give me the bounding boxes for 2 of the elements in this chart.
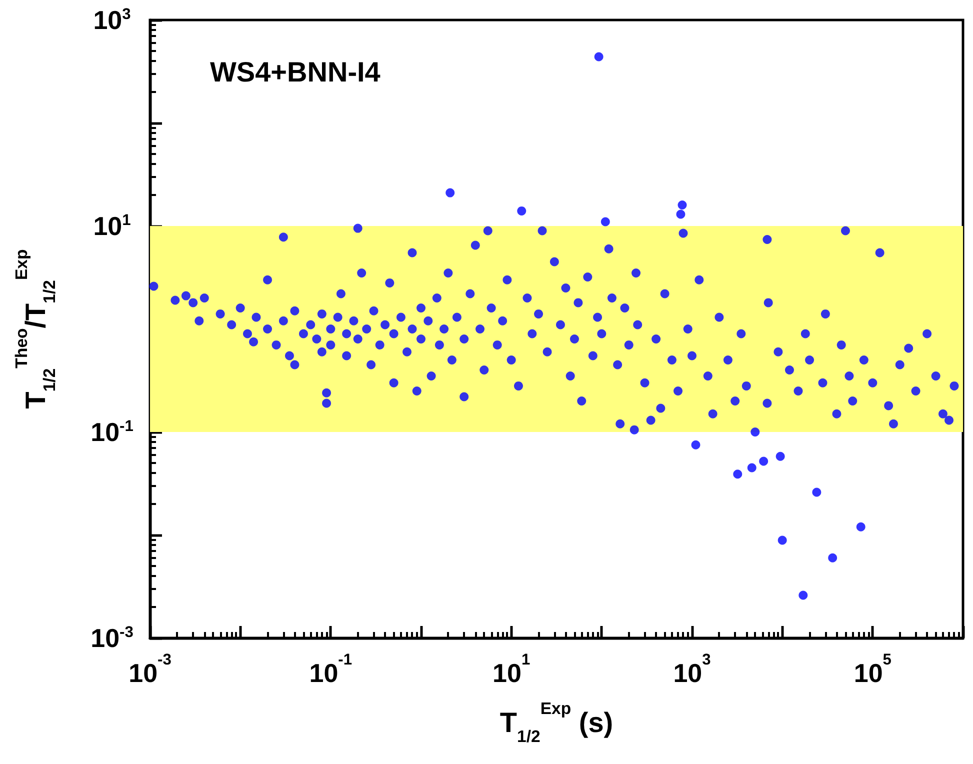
annotation: WS4+BNN-I4 xyxy=(210,56,381,88)
y-axis-title: T1/2Theo/T1/2Exp xyxy=(12,249,59,409)
